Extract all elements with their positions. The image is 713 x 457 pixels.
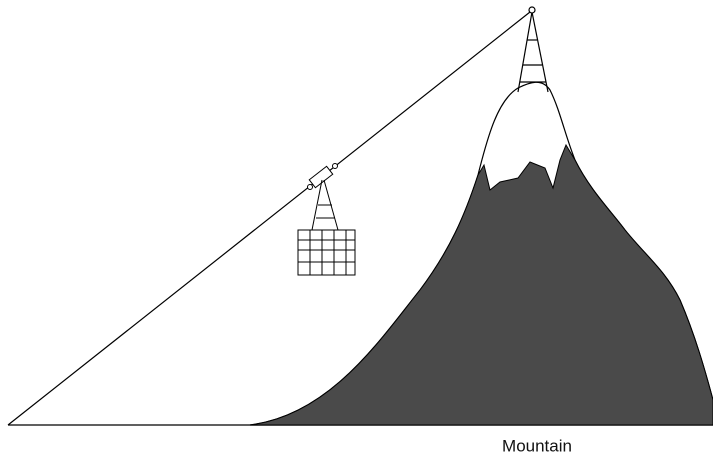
cable-car bbox=[297, 163, 356, 276]
pylon bbox=[517, 6, 549, 93]
cable bbox=[7, 11, 531, 426]
label: Mountain bbox=[502, 436, 572, 455]
mountain-rock bbox=[249, 143, 713, 426]
